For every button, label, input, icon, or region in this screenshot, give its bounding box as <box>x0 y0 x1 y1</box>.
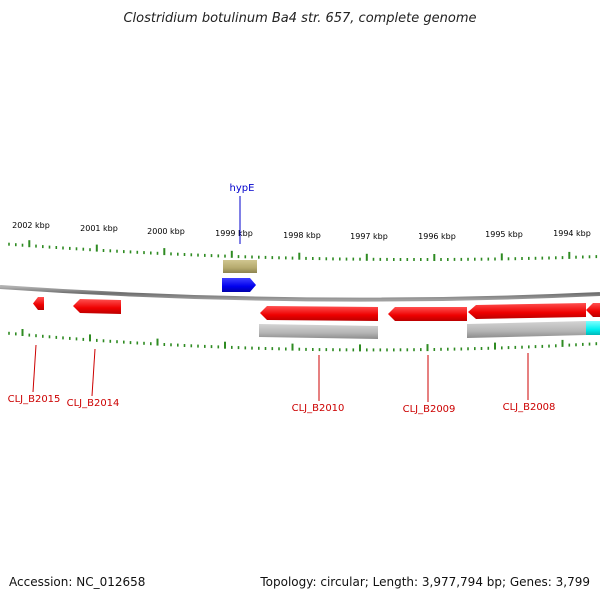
gene-arrow-hype[interactable] <box>222 278 256 292</box>
genome-summary-text: Topology: circular; Length: 3,977,794 bp… <box>259 575 590 589</box>
gene-arrow-clj-b2008[interactable] <box>468 303 586 319</box>
scale-label-1996: 1996 kbp <box>418 232 456 241</box>
gene-arrow-partial-right[interactable] <box>586 303 600 317</box>
gene-label-clj-b2014: CLJ_B2014 <box>67 398 120 409</box>
scale-label-2000: 2000 kbp <box>147 227 185 236</box>
scale-label-1999: 1999 kbp <box>215 229 253 238</box>
scale-label-1997: 1997 kbp <box>350 232 388 241</box>
scale-label-2002: 2002 kbp <box>12 221 50 230</box>
upper-scale-ticks <box>8 240 598 261</box>
scale-label-2001: 2001 kbp <box>80 224 118 233</box>
cyan-feature[interactable] <box>586 321 600 335</box>
gene-label-clj-b2015: CLJ_B2015 <box>8 394 61 405</box>
lower-scale-ticks <box>8 329 598 352</box>
scale-label-1998: 1998 kbp <box>283 231 321 240</box>
scale-label-1994: 1994 kbp <box>553 229 591 238</box>
gray-feature-left[interactable] <box>259 324 378 339</box>
gene-label-clj-b2010: CLJ_B2010 <box>292 403 345 414</box>
accession-text: Accession: NC_012658 <box>9 575 145 589</box>
gene-arrow-clj-b2009[interactable] <box>388 307 467 321</box>
gene-arrow-clj-b2014[interactable] <box>73 299 121 314</box>
gene-label-hype: hypE <box>230 183 255 194</box>
map-title: Clostridium botulinum Ba4 str. 657, comp… <box>123 11 476 26</box>
gray-feature-right[interactable] <box>467 321 587 338</box>
gene-label-connectors <box>32 344 529 402</box>
gene-arrow-clj-b2015[interactable] <box>33 297 44 310</box>
scale-label-1995: 1995 kbp <box>485 230 523 239</box>
gene-arrow-clj-b2010[interactable] <box>260 306 378 321</box>
tan-feature[interactable] <box>223 260 257 273</box>
genome-backbone <box>0 285 600 302</box>
scale-labels: 2002 kbp 2001 kbp 2000 kbp 1999 kbp 1998… <box>12 221 591 241</box>
gene-label-clj-b2008: CLJ_B2008 <box>503 402 556 413</box>
gene-label-clj-b2009: CLJ_B2009 <box>403 404 456 415</box>
